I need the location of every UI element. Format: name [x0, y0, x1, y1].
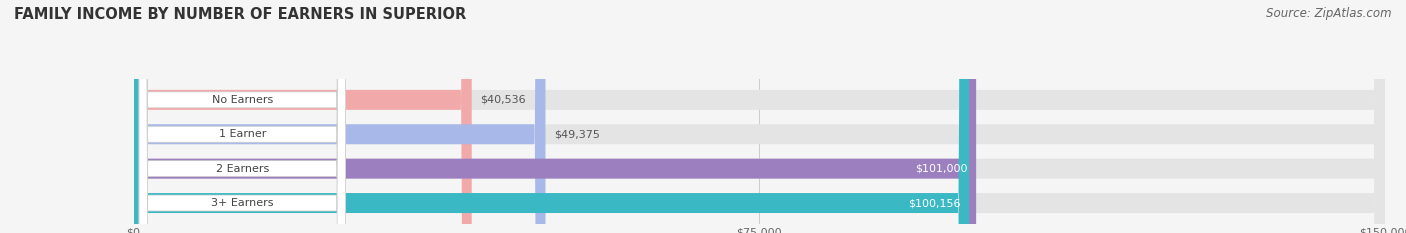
FancyBboxPatch shape	[134, 0, 969, 233]
Text: 2 Earners: 2 Earners	[215, 164, 269, 174]
FancyBboxPatch shape	[139, 0, 346, 233]
Text: 3+ Earners: 3+ Earners	[211, 198, 274, 208]
Text: $101,000: $101,000	[915, 164, 967, 174]
FancyBboxPatch shape	[139, 0, 346, 233]
FancyBboxPatch shape	[134, 0, 546, 233]
Text: FAMILY INCOME BY NUMBER OF EARNERS IN SUPERIOR: FAMILY INCOME BY NUMBER OF EARNERS IN SU…	[14, 7, 467, 22]
FancyBboxPatch shape	[134, 0, 1385, 233]
Text: 1 Earner: 1 Earner	[218, 129, 266, 139]
FancyBboxPatch shape	[139, 0, 346, 233]
FancyBboxPatch shape	[134, 0, 1385, 233]
Text: No Earners: No Earners	[212, 95, 273, 105]
FancyBboxPatch shape	[134, 0, 1385, 233]
FancyBboxPatch shape	[134, 0, 1385, 233]
Text: $100,156: $100,156	[908, 198, 960, 208]
Text: $49,375: $49,375	[554, 129, 600, 139]
FancyBboxPatch shape	[134, 0, 472, 233]
FancyBboxPatch shape	[139, 0, 346, 233]
Text: Source: ZipAtlas.com: Source: ZipAtlas.com	[1267, 7, 1392, 20]
Text: $40,536: $40,536	[481, 95, 526, 105]
FancyBboxPatch shape	[134, 0, 976, 233]
